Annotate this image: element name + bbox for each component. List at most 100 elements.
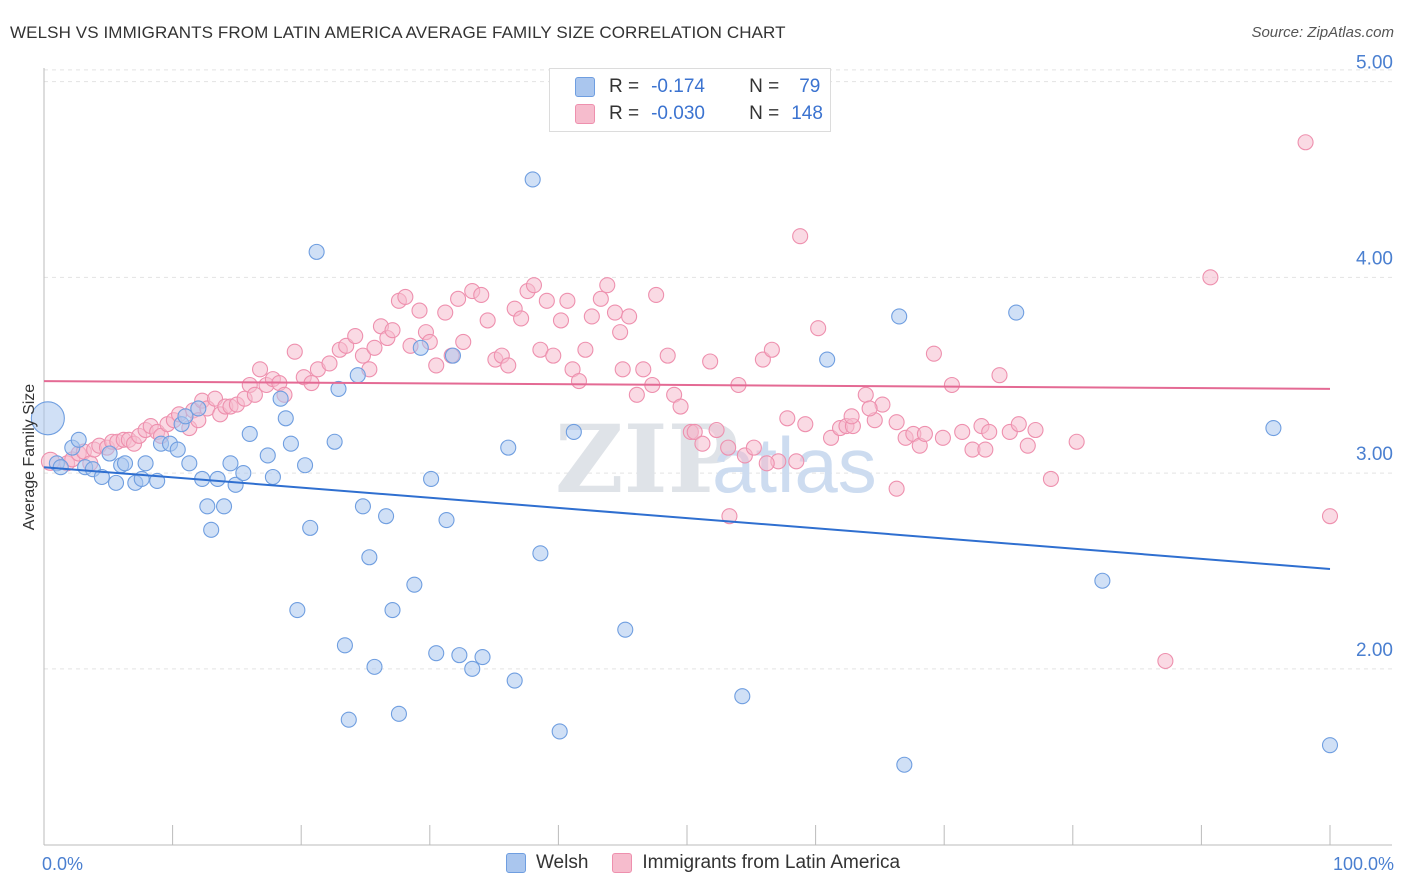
latin-point xyxy=(450,290,467,307)
y-axis-label: Average Family Size xyxy=(21,384,38,531)
legend-r-label: R = xyxy=(609,103,640,124)
legend-r-value: -0.174 xyxy=(651,76,705,97)
trend-lines xyxy=(43,380,1331,570)
latin-point xyxy=(916,425,933,442)
latin-point xyxy=(720,439,737,456)
latin-point xyxy=(977,441,994,458)
legend-row-latin: R = -0.030 N = 148 xyxy=(575,101,823,127)
latin-point xyxy=(570,373,588,390)
latin-point xyxy=(538,292,555,309)
latin-point xyxy=(473,286,490,303)
latin-point xyxy=(925,345,942,362)
welsh-point xyxy=(354,498,371,515)
latin-point xyxy=(599,277,616,294)
latin-point xyxy=(1019,437,1036,454)
latin-point xyxy=(991,367,1008,384)
source-label: Source: ZipAtlas.com xyxy=(1251,24,1394,41)
welsh-point xyxy=(137,455,154,472)
latin-point xyxy=(612,324,629,341)
welsh-point xyxy=(215,498,233,515)
latin-point xyxy=(366,339,383,356)
welsh-point xyxy=(617,621,634,638)
latin-point xyxy=(672,398,689,415)
legend-n-label: N = xyxy=(749,103,780,124)
welsh-point xyxy=(289,602,306,619)
x-tick-label: 0.0% xyxy=(42,854,83,874)
latin-point xyxy=(614,361,631,378)
watermark-zip: ZIP xyxy=(555,405,738,515)
latin-point xyxy=(251,361,269,378)
welsh-point xyxy=(326,433,343,450)
legend-label-latin: Immigrants from Latin America xyxy=(642,852,901,873)
legend-r-value: -0.030 xyxy=(651,103,705,124)
welsh-point xyxy=(107,474,125,491)
welsh-point xyxy=(551,723,568,740)
welsh-points xyxy=(30,73,1339,773)
latin-trend-line xyxy=(43,380,1331,390)
latin-point xyxy=(721,508,738,525)
latin-point xyxy=(857,386,874,403)
latin-point xyxy=(981,423,998,441)
welsh-point xyxy=(1265,420,1282,437)
welsh-point xyxy=(366,658,383,675)
latin-point xyxy=(321,355,338,372)
latin-point xyxy=(545,347,562,364)
welsh-point xyxy=(308,243,325,260)
welsh-point xyxy=(1008,304,1025,321)
welsh-point xyxy=(406,576,423,593)
latin-point xyxy=(708,421,725,439)
welsh-point xyxy=(1094,572,1111,589)
welsh-point xyxy=(277,410,294,427)
welsh-point xyxy=(1321,737,1339,754)
legend-row-welsh: R = -0.174 N = 79 xyxy=(575,74,820,100)
latin-point xyxy=(792,228,809,245)
legend-r-label: R = xyxy=(609,76,640,97)
welsh-point xyxy=(241,425,258,442)
latin-point xyxy=(888,414,905,431)
latin-legend-swatch xyxy=(612,853,633,873)
latin-point xyxy=(758,455,775,472)
latin-points xyxy=(40,134,1339,670)
latin-point xyxy=(954,423,971,441)
latin-point xyxy=(745,439,762,456)
series-legend: Welsh Immigrants from Latin America xyxy=(0,852,1406,874)
welsh-point xyxy=(428,645,445,662)
latin-point xyxy=(513,310,530,327)
welsh-point xyxy=(330,380,347,397)
latin-point xyxy=(861,400,878,417)
latin-point xyxy=(583,308,600,325)
welsh-trend-line xyxy=(43,466,1331,570)
latin-point xyxy=(648,286,665,303)
welsh-point xyxy=(336,637,353,654)
legend-n-value: 148 xyxy=(791,103,823,124)
legend-label-welsh: Welsh xyxy=(535,852,589,873)
latin-point xyxy=(694,435,711,452)
x-tick-labels: 0.0% 100.0% xyxy=(42,854,1394,874)
latin-point xyxy=(779,410,796,427)
latin-point xyxy=(1027,421,1044,439)
latin-point xyxy=(1321,508,1339,525)
welsh-point xyxy=(384,602,401,619)
welsh-point xyxy=(390,705,407,722)
welsh-point xyxy=(451,647,468,664)
latin-point xyxy=(635,361,652,378)
latin-point xyxy=(810,320,827,337)
latin-point xyxy=(577,341,594,358)
latin-point xyxy=(888,480,905,497)
welsh-point xyxy=(302,519,319,536)
welsh-point xyxy=(222,455,239,472)
welsh-point xyxy=(93,468,110,486)
latin-point xyxy=(943,376,960,394)
latin-point xyxy=(525,277,543,294)
welsh-point xyxy=(169,441,186,458)
welsh-point xyxy=(177,408,194,425)
welsh-point xyxy=(101,445,118,462)
latin-point xyxy=(411,302,428,319)
y-tick-label: 3.00 xyxy=(1356,444,1393,465)
welsh-point xyxy=(438,512,455,529)
welsh-point xyxy=(444,347,461,364)
correlation-legend: R = -0.174 N = 79 R = -0.030 N = 148 xyxy=(549,68,831,132)
latin-point xyxy=(1042,470,1059,487)
latin-point xyxy=(428,357,445,374)
latin-point xyxy=(606,304,624,321)
